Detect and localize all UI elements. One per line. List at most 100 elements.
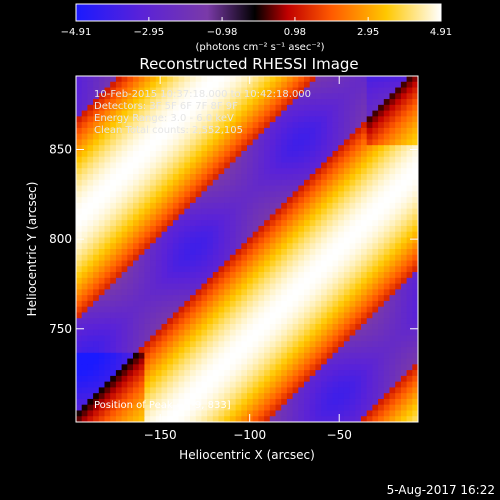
heatmap-cell (286, 352, 294, 360)
heatmap-cell (121, 76, 128, 83)
heatmap-cell (207, 283, 214, 290)
heatmap-cell (93, 168, 100, 175)
heatmap-cell (389, 289, 396, 296)
heatmap-cell (195, 249, 202, 256)
heatmap-cell (355, 352, 362, 360)
heatmap-cell (395, 208, 402, 215)
heatmap-cell (144, 81, 151, 89)
heatmap-cell (309, 295, 316, 302)
heatmap-cell (389, 404, 396, 412)
heatmap-cell (98, 191, 106, 198)
heatmap-cell (326, 404, 334, 412)
heatmap-cell (115, 208, 123, 215)
heatmap-cell (355, 404, 362, 412)
heatmap-cell (144, 370, 151, 377)
heatmap-cell (252, 225, 259, 233)
heatmap-cell (298, 225, 305, 233)
heatmap-cell (395, 162, 402, 169)
heatmap-cell (218, 398, 225, 406)
heatmap-cell (389, 266, 396, 273)
heatmap-cell (144, 329, 151, 337)
heatmap-cell (76, 87, 83, 94)
heatmap-cell (133, 289, 140, 296)
heatmap-cell (286, 300, 294, 308)
heatmap-cell (315, 329, 322, 337)
heatmap-cell (378, 174, 385, 181)
heatmap-cell (138, 312, 145, 319)
heatmap-cell (349, 104, 356, 112)
heatmap-cell (252, 364, 259, 371)
heatmap-cell (400, 145, 408, 152)
heatmap-cell (104, 249, 111, 256)
heatmap-cell (338, 277, 345, 285)
heatmap-cell (161, 404, 168, 412)
heatmap-cell (144, 393, 151, 400)
heatmap-cell (304, 335, 311, 342)
heatmap-cell (326, 398, 334, 406)
heatmap-cell (247, 150, 254, 158)
heatmap-cell (269, 99, 277, 106)
heatmap-cell (406, 364, 413, 371)
heatmap-cell (343, 225, 351, 233)
heatmap-cell (81, 191, 88, 198)
heatmap-cell (400, 185, 408, 192)
heatmap-cell (93, 404, 100, 412)
heatmap-cell (264, 225, 271, 233)
heatmap-cell (252, 191, 259, 198)
heatmap-cell (224, 300, 231, 308)
heatmap-cell (87, 225, 94, 233)
heatmap-cell (155, 410, 163, 417)
heatmap-cell (252, 208, 259, 215)
heatmap-cell (212, 220, 220, 227)
heatmap-cell (366, 104, 373, 112)
heatmap-cell (378, 283, 385, 290)
heatmap-cell (389, 150, 396, 158)
heatmap-cell (349, 208, 356, 215)
heatmap-cell (264, 168, 271, 175)
heatmap-cell (292, 364, 299, 371)
heatmap-cell (121, 283, 128, 290)
heatmap-cell (76, 312, 83, 319)
heatmap-cell (309, 174, 316, 181)
heatmap-cell (87, 410, 94, 417)
heatmap-cell (93, 202, 100, 210)
heatmap-cell (144, 254, 151, 262)
heatmap-cell (81, 122, 88, 129)
heatmap-cell (292, 347, 299, 354)
heatmap-cell (218, 352, 225, 360)
heatmap-cell (235, 398, 242, 406)
heatmap-cell (269, 81, 277, 89)
heatmap-cell (258, 295, 265, 302)
heatmap-cell (343, 202, 351, 210)
heatmap-cell (172, 249, 180, 256)
heatmap-cell (98, 122, 106, 129)
heatmap-cell (349, 93, 356, 100)
heatmap-cell (161, 416, 168, 422)
heatmap-cell (155, 185, 163, 192)
heatmap-cell (338, 139, 345, 146)
heatmap-cell (349, 404, 356, 412)
heatmap-cell (138, 225, 145, 233)
heatmap-cell (378, 133, 385, 141)
heatmap-cell (412, 174, 418, 181)
heatmap-cell (81, 347, 88, 354)
heatmap-cell (172, 133, 180, 141)
heatmap-cell (252, 277, 259, 285)
heatmap-cell (389, 104, 396, 112)
heatmap-cell (98, 104, 106, 112)
heatmap-cell (178, 387, 185, 394)
heatmap-cell (332, 116, 339, 123)
heatmap-cell (144, 323, 151, 331)
heatmap-cell (349, 225, 356, 233)
heatmap-cell (110, 110, 117, 117)
heatmap-cell (406, 93, 413, 100)
heatmap-cell (235, 87, 242, 94)
heatmap-cell (81, 381, 88, 388)
heatmap-cell (378, 110, 385, 117)
heatmap-cell (178, 237, 185, 244)
heatmap-cell (138, 341, 145, 348)
heatmap-cell (292, 197, 299, 204)
heatmap-cell (298, 329, 305, 337)
heatmap-cell (343, 398, 351, 406)
heatmap-cell (400, 220, 408, 227)
